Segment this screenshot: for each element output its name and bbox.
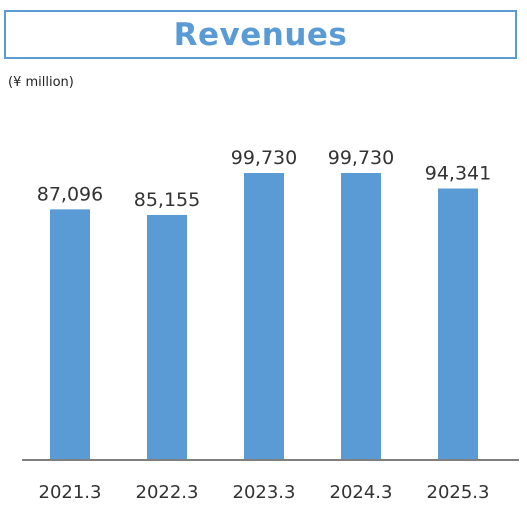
- data-label-2025.3: 94,341: [425, 163, 491, 185]
- chart-title: Revenues: [173, 16, 348, 53]
- chart-title-box: Revenues: [4, 10, 517, 59]
- bar-2021.3: [50, 209, 90, 460]
- x-tick-label-2024.3: 2024.3: [330, 482, 393, 503]
- bar-2024.3: [341, 173, 381, 460]
- bar-2023.3: [244, 173, 284, 460]
- x-tick-label-2023.3: 2023.3: [233, 482, 296, 503]
- unit-label: (¥ million): [8, 75, 74, 90]
- x-tick-label-2025.3: 2025.3: [427, 482, 490, 503]
- data-label-2021.3: 87,096: [37, 183, 103, 205]
- x-tick-label-2021.3: 2021.3: [39, 482, 102, 503]
- data-label-2023.3: 99,730: [231, 147, 297, 169]
- bar-2025.3: [438, 188, 478, 460]
- bar-2022.3: [147, 214, 187, 460]
- data-label-2022.3: 85,155: [134, 189, 200, 211]
- data-label-2024.3: 99,730: [328, 147, 394, 169]
- x-tick-label-2022.3: 2022.3: [136, 482, 199, 503]
